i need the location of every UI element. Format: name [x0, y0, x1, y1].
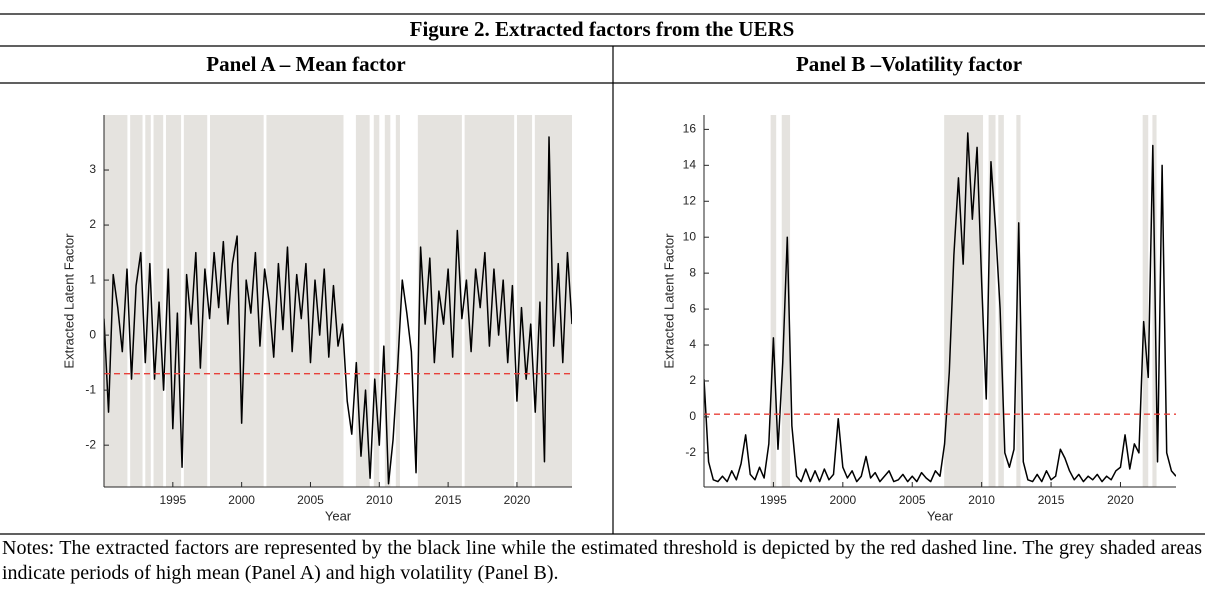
- y-tick-label: 0: [89, 327, 96, 341]
- shaded-region: [104, 115, 128, 487]
- y-tick-label: 14: [683, 157, 697, 171]
- shaded-region: [1142, 115, 1149, 487]
- y-tick-label: 6: [689, 301, 696, 315]
- x-axis-label: Year: [325, 508, 352, 523]
- y-axis-label: Extracted Latent Factor: [661, 233, 676, 369]
- x-axis-label: Year: [927, 508, 954, 523]
- factor-line: [104, 136, 572, 485]
- y-tick-label: 2: [89, 217, 96, 231]
- y-tick-label: 16: [683, 122, 697, 136]
- y-tick-label: 0: [689, 409, 696, 423]
- shaded-region: [384, 115, 391, 487]
- shaded-region: [373, 115, 380, 487]
- y-tick-label: -2: [85, 437, 96, 451]
- shaded-region: [516, 115, 533, 487]
- x-tick-label: 2015: [1038, 493, 1065, 507]
- x-tick-label: 2020: [1107, 493, 1134, 507]
- y-tick-label: -1: [85, 382, 96, 396]
- plot-area: [704, 115, 1176, 487]
- figure: Figure 2. Extracted factors from the UER…: [0, 13, 1205, 535]
- panel-title: Panel B –Volatility factor: [796, 52, 1022, 76]
- figure-title: Figure 2. Extracted factors from the UER…: [410, 17, 795, 41]
- x-tick-label: 1995: [159, 493, 186, 507]
- shaded-region: [266, 115, 344, 487]
- plot-area: [104, 115, 572, 487]
- shaded-region: [130, 115, 143, 487]
- y-tick-label: 8: [689, 265, 696, 279]
- shaded-region: [988, 115, 996, 487]
- x-tick-label: 2015: [435, 493, 462, 507]
- x-tick-label: 2010: [968, 493, 995, 507]
- y-tick-label: -2: [685, 445, 696, 459]
- x-tick-label: 2005: [899, 493, 926, 507]
- panel-title: Panel A – Mean factor: [206, 52, 405, 76]
- shaded-region: [464, 115, 515, 487]
- shaded-region: [770, 115, 777, 487]
- x-tick-label: 2020: [504, 493, 531, 507]
- y-tick-label: 3: [89, 162, 96, 176]
- notes: Notes: The extracted factors are represe…: [2, 537, 1202, 584]
- x-tick-label: 1995: [760, 493, 787, 507]
- x-tick-label: 2010: [366, 493, 393, 507]
- factor-line: [704, 132, 1176, 483]
- y-tick-label: 12: [683, 193, 697, 207]
- shaded-region: [395, 115, 400, 487]
- shaded-region: [781, 115, 791, 487]
- shaded-region: [165, 115, 182, 487]
- y-tick-label: 10: [683, 229, 697, 243]
- y-axis-label: Extracted Latent Factor: [61, 233, 76, 369]
- x-tick-label: 2000: [829, 493, 856, 507]
- x-tick-label: 2000: [228, 493, 255, 507]
- shaded-region: [944, 115, 984, 487]
- shaded-region: [183, 115, 208, 487]
- y-tick-label: 1: [89, 272, 96, 286]
- shaded-region: [1016, 115, 1021, 487]
- shaded-region: [998, 115, 1004, 487]
- shaded-region: [153, 115, 164, 487]
- y-tick-label: 4: [689, 337, 696, 351]
- x-tick-label: 2005: [297, 493, 324, 507]
- y-tick-label: 2: [689, 373, 696, 387]
